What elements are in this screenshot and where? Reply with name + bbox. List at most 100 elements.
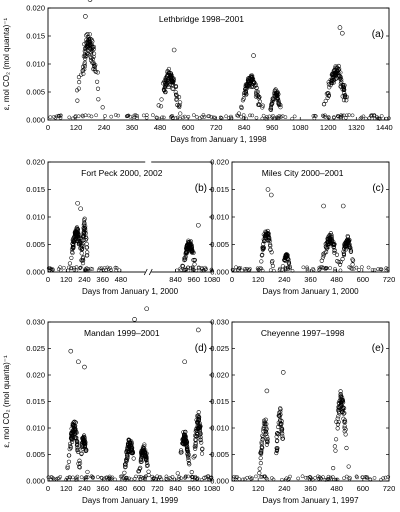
data-point xyxy=(139,474,143,479)
data-point xyxy=(177,103,182,108)
data-point xyxy=(79,72,84,77)
data-point xyxy=(193,429,198,434)
x-axis-label-c: Days from January 1, 2000 xyxy=(262,287,359,296)
data-point xyxy=(260,437,265,442)
data-point xyxy=(171,83,176,88)
data-point xyxy=(331,466,336,471)
y-tick-label: 0.010 xyxy=(210,424,229,433)
data-point xyxy=(78,461,83,466)
data-point xyxy=(90,475,95,480)
data-point xyxy=(333,267,337,271)
data-point xyxy=(234,475,238,480)
x-tick-label: 120 xyxy=(70,123,83,132)
data-point xyxy=(335,114,340,118)
data-point xyxy=(254,86,259,91)
data-point xyxy=(86,113,91,118)
data-point xyxy=(82,60,87,65)
data-point xyxy=(321,251,326,256)
data-point xyxy=(80,68,85,73)
x-tick-label: 1440 xyxy=(376,123,393,132)
data-point xyxy=(263,474,267,479)
data-point xyxy=(123,464,128,469)
data-point xyxy=(271,113,275,118)
data-point xyxy=(224,114,228,119)
points-b xyxy=(46,200,214,273)
y-ticks-d: 0.000 0.005 0.010 0.015 0.020 0.025 0.030 xyxy=(26,318,212,486)
data-point xyxy=(184,267,189,272)
y-tick-label: 0.000 xyxy=(26,477,45,486)
data-point xyxy=(76,234,81,239)
data-point xyxy=(261,113,266,118)
data-point xyxy=(260,245,265,250)
data-point xyxy=(287,264,292,269)
data-point xyxy=(82,49,87,54)
data-point xyxy=(305,265,309,270)
data-point xyxy=(197,425,202,430)
data-point xyxy=(260,252,265,257)
data-point xyxy=(88,55,93,60)
data-point xyxy=(191,455,196,460)
data-point xyxy=(71,239,76,244)
data-point xyxy=(237,477,242,481)
data-point xyxy=(264,442,269,447)
data-point xyxy=(193,433,198,438)
data-point xyxy=(177,104,182,110)
data-point xyxy=(86,52,91,57)
data-point xyxy=(267,238,273,244)
y-tick-label: 0.010 xyxy=(210,213,229,222)
data-point xyxy=(89,474,94,479)
data-point xyxy=(275,438,280,443)
data-point xyxy=(202,115,207,119)
data-point xyxy=(300,474,305,479)
data-point xyxy=(331,244,336,250)
data-point xyxy=(264,431,269,436)
data-point xyxy=(326,115,331,120)
data-point xyxy=(136,469,141,474)
data-point xyxy=(88,49,93,54)
data-point xyxy=(56,113,61,118)
panel-a: 0 120 240 360 480 600 720 840 960 1080 1200 1320 144… xyxy=(2,0,393,144)
data-point xyxy=(125,455,130,460)
data-point xyxy=(92,64,97,69)
data-point xyxy=(340,113,345,118)
data-point xyxy=(75,445,80,450)
x-tick-label: 600 xyxy=(133,484,146,493)
x-tick-label: 1080 xyxy=(204,275,221,284)
data-point xyxy=(248,113,252,118)
data-point xyxy=(58,114,63,118)
data-point xyxy=(177,476,181,481)
data-point xyxy=(341,416,346,421)
data-point xyxy=(167,71,172,76)
panel-title-d: Mandan 1999–2001 xyxy=(84,328,160,338)
data-point xyxy=(144,463,150,469)
data-point xyxy=(193,446,198,451)
data-point xyxy=(260,474,264,479)
data-point xyxy=(67,261,72,266)
y-tick-label: 0.005 xyxy=(26,240,45,249)
data-point xyxy=(85,32,90,37)
data-point xyxy=(82,218,87,223)
data-point xyxy=(342,425,347,431)
data-point xyxy=(84,33,89,38)
panel-label-c: (c) xyxy=(372,183,384,194)
data-point xyxy=(342,94,347,99)
data-point xyxy=(262,418,267,423)
data-point xyxy=(279,429,284,434)
data-point xyxy=(77,465,82,470)
data-point xyxy=(81,434,86,439)
data-point xyxy=(193,442,198,447)
data-point xyxy=(335,68,340,73)
data-point-outlier xyxy=(75,200,80,206)
data-point xyxy=(75,98,80,103)
x-tick-label: 0 xyxy=(230,275,234,284)
data-point xyxy=(268,243,273,249)
data-point xyxy=(68,444,73,449)
data-point xyxy=(279,478,284,482)
data-point xyxy=(386,475,391,479)
data-point xyxy=(340,398,345,404)
data-point xyxy=(165,74,170,79)
data-point xyxy=(319,476,323,481)
data-point xyxy=(75,441,80,446)
data-point xyxy=(341,87,346,92)
data-point xyxy=(363,475,368,479)
